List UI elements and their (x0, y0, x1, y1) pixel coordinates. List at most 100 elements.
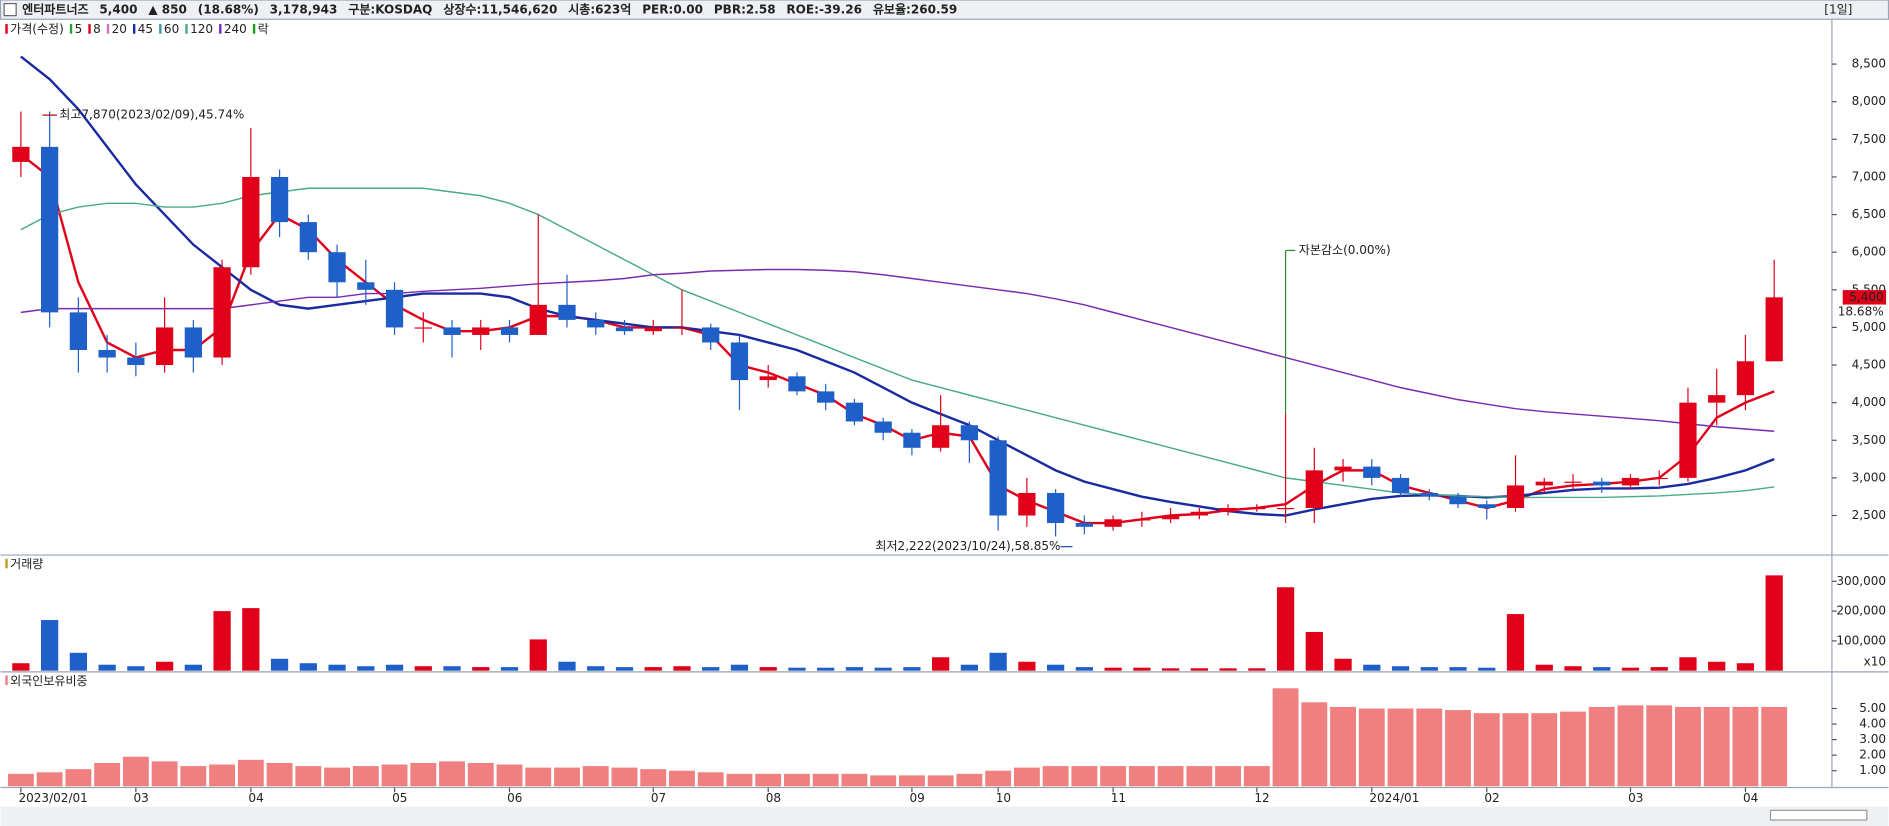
x-tick-label: 03 (1628, 791, 1643, 805)
volume-bar (1190, 668, 1208, 671)
x-tick-label: 2023/02/01 (18, 791, 87, 805)
ma-line (20, 268, 1775, 432)
legend-label: 120 (190, 22, 213, 36)
foreign-bar (1100, 766, 1127, 787)
candle-body (1478, 504, 1496, 508)
volume-bar (903, 667, 921, 671)
foreign-bar (7, 773, 34, 787)
candle-body (1506, 485, 1525, 508)
scroll-thumb[interactable] (1769, 809, 1868, 821)
period: [1일] (1824, 3, 1852, 17)
candle-body (472, 327, 490, 335)
panel-title: 외국인보유비중 (10, 674, 87, 688)
y-tick-label: 200,000 (1836, 604, 1886, 618)
foreign-bar (1761, 706, 1788, 787)
candle-body (1650, 477, 1668, 480)
y-tick-label: 2,500 (1852, 508, 1886, 522)
scroll-bar[interactable] (0, 806, 1889, 826)
volume-bar (673, 666, 691, 671)
candle-body (989, 440, 1007, 516)
y-tick-label: 4.00 (1859, 717, 1886, 731)
candle-body (1679, 402, 1697, 478)
volume-bar (98, 664, 116, 671)
volume-bar (1334, 658, 1352, 671)
candle-body (1535, 481, 1553, 486)
foreign-bar (1272, 688, 1299, 787)
foreign-bar (209, 764, 236, 787)
foreign-bar (841, 773, 868, 787)
volume-bar (788, 667, 806, 671)
volume-bar (932, 657, 950, 671)
foreign-bar (1445, 710, 1471, 787)
foreign-bar (927, 775, 954, 787)
x-tick-label: 11 (1111, 791, 1126, 805)
volume-bar (1018, 661, 1036, 671)
candle-body (587, 319, 605, 328)
volume-bar (702, 667, 720, 671)
volume-bar (759, 667, 777, 671)
candle-body (903, 432, 921, 448)
panel-marker (5, 558, 8, 569)
candle-body (817, 391, 835, 403)
panel-marker (5, 675, 8, 686)
foreign-bar (94, 762, 121, 787)
volume-bar (1765, 575, 1783, 671)
x-tick-label: 04 (248, 791, 263, 805)
candle-body (615, 327, 634, 332)
candle-body (1276, 507, 1295, 510)
legend-swatch (219, 24, 222, 34)
candle-body (155, 327, 174, 366)
header-field: (18.68%) (198, 3, 259, 17)
y-tick-label: 6,000 (1852, 245, 1886, 259)
candle-body (385, 289, 404, 328)
foreign-bar (640, 769, 667, 787)
foreign-bar (784, 773, 810, 787)
volume-bar (1506, 614, 1525, 671)
candle-body (1736, 361, 1755, 396)
candle-body (1047, 492, 1065, 524)
y-tick-label: 3,500 (1852, 433, 1886, 447)
legend-swatch (159, 24, 162, 34)
candle-body (1305, 470, 1323, 508)
header-field: PBR:2.58 (714, 3, 776, 17)
y-tick-label: 8,500 (1852, 57, 1886, 71)
volume-bar (1593, 667, 1611, 671)
x-tick-label: 03 (133, 791, 148, 805)
panel-title: 거래량 (10, 557, 43, 571)
checkbox[interactable] (3, 3, 17, 17)
volume-bar (357, 666, 375, 671)
volume-bar (1708, 661, 1726, 671)
foreign-bar (1215, 766, 1242, 787)
foreign-bar (1387, 708, 1414, 787)
candle-body (69, 312, 87, 350)
header-field: 상장수:11,546,620 (443, 2, 557, 17)
candle-body (960, 425, 979, 441)
x-tick-label: 04 (1743, 791, 1758, 805)
x-tick-label: 07 (651, 791, 666, 805)
ma-line (20, 55, 1775, 517)
foreign-bar (1502, 713, 1529, 787)
foreign-bar (237, 759, 264, 787)
legend-swatch (5, 24, 8, 34)
volume-bar (989, 652, 1007, 671)
volume-bar (127, 666, 145, 671)
candle-body (1765, 297, 1783, 362)
candle-body (730, 342, 749, 381)
volume-bar (529, 639, 547, 671)
y-tick-label: 6,500 (1852, 207, 1886, 221)
volume-bar (1248, 668, 1266, 671)
volume-bar (1535, 664, 1553, 671)
foreign-bar (1646, 705, 1673, 787)
volume-bar (1679, 657, 1697, 671)
candle-body (1564, 481, 1582, 483)
legend-swatch (132, 24, 136, 34)
legend-label: 가격(수정) (10, 22, 64, 36)
candle-body (1449, 496, 1467, 505)
foreign-bar (1042, 766, 1069, 787)
annotation: 최고7,870(2023/02/09),45.74% (59, 108, 244, 122)
candle-body (1075, 523, 1093, 527)
candle-body (644, 327, 662, 332)
volume-bar (1564, 666, 1582, 671)
y-tick-label: 1.00 (1859, 763, 1886, 777)
volume-bar (730, 664, 749, 671)
